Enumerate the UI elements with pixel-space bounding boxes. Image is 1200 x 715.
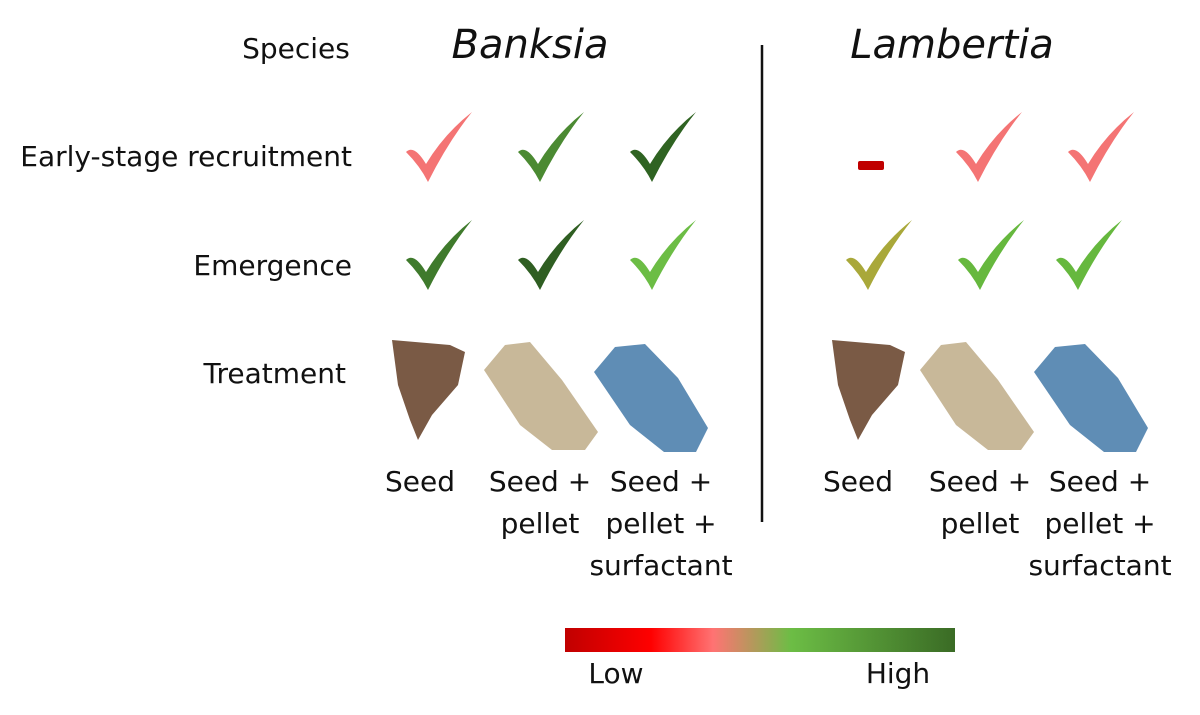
treatment-label: pellet + [1044,507,1155,540]
treatment-label: Seed + [610,465,712,498]
check [518,112,584,182]
check [406,220,472,290]
treatment-label: Seed [385,465,455,498]
check [958,220,1024,290]
check [518,220,584,290]
treatment-label: surfactant [1028,549,1171,582]
check [1068,112,1134,182]
row-label: Emergence [193,249,352,282]
check [1056,220,1122,290]
check [630,220,696,290]
check [956,112,1022,182]
treatment-label: surfactant [589,549,732,582]
legend-label: Low [588,657,643,690]
legend-label: High [866,657,930,690]
row-label: Species [242,32,350,65]
check [846,220,912,290]
treatment-label: pellet [501,507,580,540]
treatment-label: pellet [941,507,1020,540]
row-label: Treatment [203,357,346,390]
row-label: Early-stage recruitment [20,140,352,173]
treatment-label: Seed + [489,465,591,498]
treatment-label: pellet + [605,507,716,540]
treatment-label: Seed + [1049,465,1151,498]
check [406,112,472,182]
species-name: Banksia [452,22,609,68]
treatment-label: Seed + [929,465,1031,498]
treatment-label: Seed [823,465,893,498]
legend-gradient [565,628,955,652]
species-name: Lambertia [850,22,1054,68]
check [630,112,696,182]
treatment-images [392,340,1148,452]
dash [858,161,884,170]
